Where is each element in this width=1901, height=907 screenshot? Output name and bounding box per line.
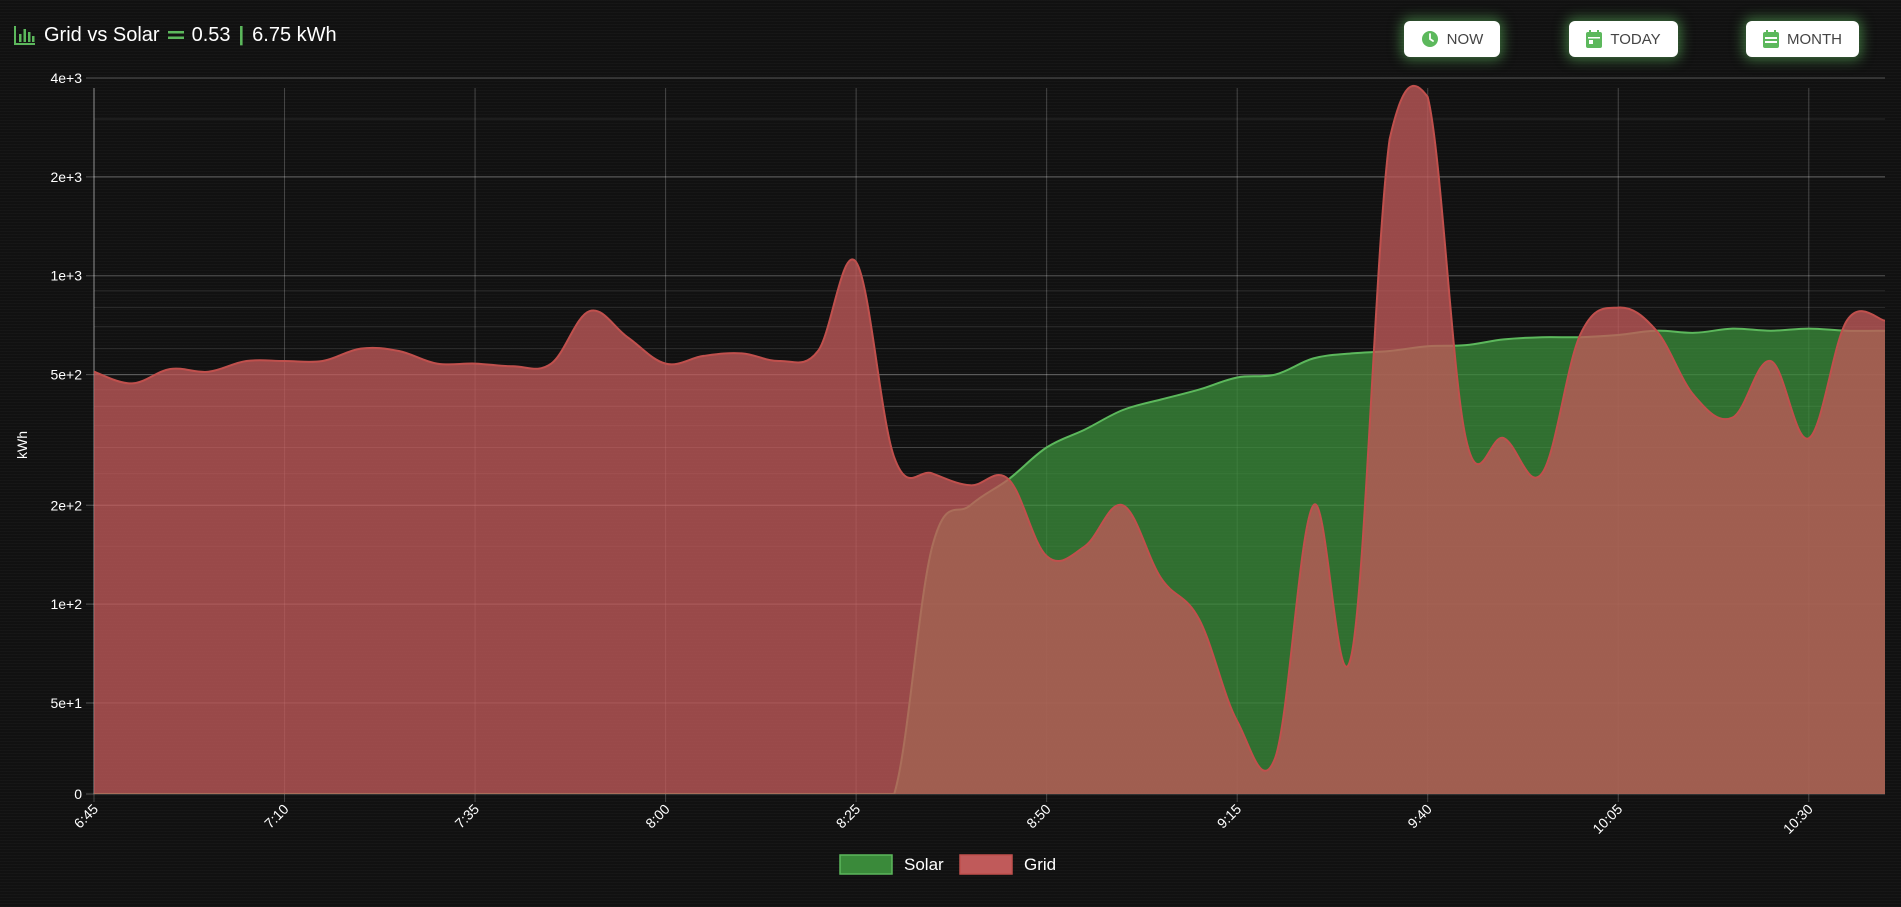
period-toolbar: NOW TODAY MONTH	[0, 21, 1901, 61]
now-button-label: NOW	[1446, 30, 1484, 48]
chart-areas	[94, 85, 1885, 794]
ratio-value: 0.53	[191, 23, 231, 46]
y-tick-label: 2e+2	[50, 497, 82, 513]
x-tick-label: 6:45	[71, 801, 102, 832]
legend-label-grid: Grid	[1024, 855, 1056, 874]
legend-swatch-solar	[839, 854, 893, 875]
y-tick-label: 0	[74, 786, 82, 802]
x-tick-label: 7:35	[452, 801, 483, 832]
grid-area	[94, 86, 1885, 794]
bar-chart-icon	[14, 25, 36, 45]
header-separator: |	[238, 23, 245, 46]
x-tick-label: 10:05	[1589, 801, 1625, 837]
grid-line	[94, 85, 1885, 772]
month-button-label: MONTH	[1787, 30, 1842, 48]
clock-icon	[1421, 30, 1439, 48]
calendar-icon	[1586, 30, 1603, 48]
legend-label-solar: Solar	[904, 855, 944, 874]
today-button[interactable]: TODAY	[1569, 21, 1678, 57]
chart-header: Grid vs Solar 0.53 | 6.75 kWh	[14, 20, 337, 50]
x-tick-label: 10:30	[1780, 801, 1816, 837]
y-axis: 0 5e+1 1e+2 2e+2 5e+2 1e+3 2e+3 4e+3	[50, 70, 82, 802]
y-tick-label: 4e+3	[50, 70, 82, 86]
y-tick-label: 5e+2	[50, 367, 82, 383]
equals-icon	[167, 24, 184, 47]
total-energy: 6.75 kWh	[252, 23, 337, 46]
chart-legend: Solar Grid	[839, 854, 1056, 875]
x-tick-label: 9:15	[1214, 801, 1245, 832]
x-axis: 6:45 7:10 7:35 8:00 8:25 8:50 9:15 9:40 10:05 10:…	[71, 801, 1817, 837]
now-button[interactable]: NOW	[1404, 21, 1500, 57]
legend-swatch-grid	[959, 854, 1013, 875]
y-tick-label: 5e+1	[50, 695, 82, 711]
month-button[interactable]: MONTH	[1746, 21, 1859, 57]
y-tick-label: 1e+2	[50, 596, 82, 612]
y-axis-label: kWh	[14, 431, 30, 459]
x-tick-label: 9:40	[1404, 801, 1435, 832]
chart-title: Grid vs Solar	[44, 23, 160, 46]
y-tick-label: 2e+3	[50, 169, 82, 185]
y-tick-label: 1e+3	[50, 268, 82, 284]
x-tick-label: 8:00	[642, 801, 673, 832]
calendar-icon	[1763, 30, 1779, 48]
today-button-label: TODAY	[1610, 30, 1661, 48]
x-tick-label: 8:50	[1023, 801, 1054, 832]
x-tick-label: 7:10	[261, 801, 292, 832]
x-tick-label: 8:25	[833, 801, 864, 832]
